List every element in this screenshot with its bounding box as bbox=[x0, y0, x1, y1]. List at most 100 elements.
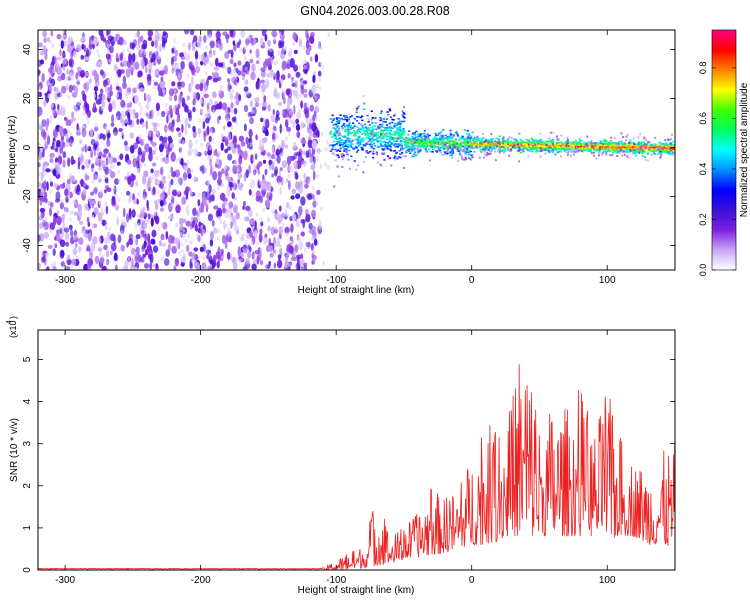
spectrogram-cell bbox=[501, 150, 504, 152]
spectrogram-cell bbox=[362, 144, 365, 146]
spectrogram-cell bbox=[161, 139, 165, 149]
spectrogram-cell bbox=[400, 143, 403, 145]
spectrogram-cell bbox=[258, 57, 261, 62]
spectrogram-cell bbox=[162, 31, 167, 37]
spectrogram-cell bbox=[231, 109, 234, 114]
spectrogram-cell bbox=[95, 99, 102, 105]
spectrogram-cell bbox=[217, 76, 222, 82]
spectrogram-cell bbox=[572, 146, 575, 149]
spectrogram-cell bbox=[531, 147, 534, 150]
spectrogram-cell bbox=[233, 142, 237, 149]
spectrogram-cell bbox=[498, 146, 502, 148]
spectrogram-cell bbox=[286, 63, 290, 70]
spectrogram-cell bbox=[208, 252, 212, 257]
spectrogram-cell bbox=[411, 135, 414, 138]
spectrogram-cell bbox=[74, 243, 78, 248]
spectrogram-cell bbox=[172, 64, 175, 68]
spectrogram-cell bbox=[377, 131, 380, 134]
spectrogram-cell bbox=[271, 30, 277, 38]
spectrogram-cell bbox=[104, 125, 108, 130]
spectrogram-cell bbox=[612, 151, 615, 154]
spectrogram-cell bbox=[535, 145, 538, 148]
spectrogram-cell bbox=[472, 143, 475, 146]
spectrogram-cell bbox=[442, 129, 445, 131]
spectrogram-cell bbox=[418, 142, 421, 144]
spectrogram-cell bbox=[502, 141, 505, 143]
spectrogram-cell bbox=[196, 150, 199, 155]
spectrogram-cell bbox=[449, 154, 452, 157]
spectrogram-cell bbox=[227, 121, 232, 128]
spectrogram-cell bbox=[384, 128, 387, 130]
spectrogram-cell bbox=[187, 211, 190, 216]
spectrogram-cell bbox=[521, 149, 524, 151]
spectrogram-cell bbox=[120, 113, 123, 124]
spectrogram-cell bbox=[117, 72, 122, 78]
spectrogram-cell bbox=[52, 128, 59, 138]
spectrogram-cell bbox=[212, 254, 217, 263]
spectrogram-cell bbox=[372, 139, 376, 141]
spectrogram-cell bbox=[567, 142, 569, 145]
spectrogram-cell bbox=[578, 141, 581, 144]
spectrogram-cell bbox=[425, 150, 428, 152]
spectrogram-cell bbox=[623, 150, 626, 153]
spectrogram-cell bbox=[621, 145, 624, 148]
spectrogram-cell bbox=[485, 139, 487, 142]
spectrogram-cell bbox=[107, 79, 111, 84]
spectrogram-cell bbox=[184, 117, 189, 127]
spectrogram-cell bbox=[324, 162, 327, 167]
spectrogram-cell bbox=[279, 41, 285, 49]
spectrogram-cell bbox=[357, 143, 360, 145]
spectrogram-cell bbox=[387, 113, 390, 116]
spectrogram-cell bbox=[487, 147, 490, 149]
spectrogram-cell bbox=[75, 72, 79, 80]
spectrogram-cell bbox=[664, 144, 667, 146]
spectrogram-cell bbox=[167, 135, 172, 141]
spectrogram-cell bbox=[527, 142, 530, 144]
spectrogram-cell bbox=[96, 136, 99, 141]
spectrogram-cell bbox=[403, 131, 406, 133]
spectrogram-cell bbox=[46, 253, 49, 257]
spectrogram-cell bbox=[515, 147, 518, 149]
spectrogram-cell bbox=[310, 163, 316, 171]
spectrogram-cell bbox=[300, 86, 305, 95]
spectrogram-cell bbox=[49, 207, 52, 217]
spectrogram-cell bbox=[110, 250, 113, 256]
spectrogram-cell bbox=[318, 220, 322, 225]
spectrogram-cell bbox=[47, 135, 51, 145]
spectrogram-cell bbox=[653, 150, 656, 152]
spectrogram-cell bbox=[196, 210, 199, 217]
spectrogram-cell bbox=[405, 150, 408, 153]
spectrogram-cell bbox=[102, 38, 106, 43]
spectrogram-cell bbox=[139, 154, 142, 159]
spectrogram-cell bbox=[651, 143, 654, 146]
spectrogram-cell bbox=[176, 127, 181, 132]
spectrogram-cell bbox=[230, 125, 234, 130]
spectrogram-cell bbox=[60, 39, 64, 49]
spectrogram-cell bbox=[311, 252, 315, 258]
spectrogram-cell bbox=[333, 140, 336, 143]
spectrogram-cell bbox=[422, 143, 425, 145]
spectrogram-cell bbox=[152, 263, 156, 268]
spectrogram-cell bbox=[150, 168, 154, 174]
spectrogram-cell bbox=[461, 137, 464, 140]
spectrogram-cell bbox=[303, 102, 308, 111]
spectrogram-cell bbox=[513, 141, 516, 144]
spectrogram-cell bbox=[38, 123, 41, 128]
spectrogram-cell bbox=[301, 160, 307, 165]
spectrogram-cell bbox=[344, 125, 347, 128]
spectrogram-cell bbox=[359, 116, 362, 119]
spectrogram-cell bbox=[129, 106, 132, 111]
spectrogram-cell bbox=[562, 147, 565, 150]
spectrogram-cell bbox=[312, 114, 316, 122]
spectrogram-cell bbox=[44, 197, 48, 203]
spectrogram-cell bbox=[280, 152, 283, 157]
spectrogram-cell bbox=[523, 147, 525, 150]
spectrogram-cell bbox=[306, 33, 310, 42]
spectrogram-cell bbox=[393, 125, 396, 128]
spectrogram-cell bbox=[194, 147, 198, 158]
spectrogram-cell bbox=[338, 144, 342, 147]
spectrogram-cell bbox=[485, 146, 488, 149]
spectrogram-cell bbox=[401, 136, 404, 139]
spectrogram-cell bbox=[525, 147, 528, 149]
spectrogram-cell bbox=[267, 218, 271, 223]
